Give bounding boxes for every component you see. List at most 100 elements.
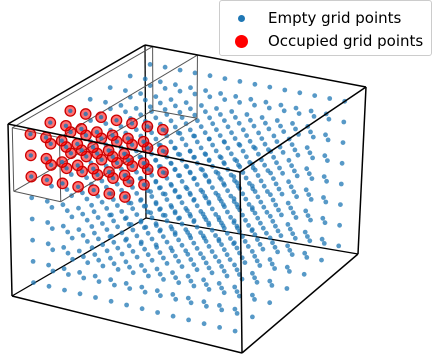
empty-point [225,124,231,130]
empty-point [162,64,168,70]
empty-point [228,151,234,157]
empty-point [210,121,216,127]
empty-point [203,282,209,287]
empty-point [339,160,345,166]
empty-point [290,121,295,126]
empty-point [338,181,344,187]
empty-point [96,257,102,263]
empty-point [115,224,120,230]
box-edge [357,86,367,255]
empty-point [250,270,255,276]
empty-point [219,242,224,248]
empty-point [258,199,264,205]
empty-point [200,167,205,173]
empty-point [290,231,296,237]
empty-point [188,257,194,262]
empty-point [139,284,145,290]
empty-point [191,240,197,246]
empty-point [139,263,144,268]
empty-point [29,195,35,201]
occupied-point-center [95,172,100,177]
empty-point [262,162,267,168]
empty-point [164,239,170,245]
empty-point [284,264,290,270]
occupied-point-center [99,136,104,141]
empty-point [287,247,293,253]
empty-point [104,248,110,254]
empty-point [268,170,273,176]
empty-point [45,241,51,247]
occupied-point-center [114,139,120,144]
empty-point [319,236,325,242]
empty-point [267,213,273,219]
empty-point [92,252,98,257]
empty-point [249,205,255,211]
empty-point [194,203,200,209]
empty-point [307,150,313,156]
empty-point [133,127,139,133]
empty-point [261,183,267,189]
empty-point [49,183,54,189]
empty-point [89,224,95,229]
empty-point [99,199,105,205]
occupied-point-center [63,144,69,150]
empty-point [149,215,155,221]
empty-point [263,120,268,126]
empty-point [92,230,97,236]
empty-point [191,197,197,203]
empty-point [157,79,163,85]
empty-point [234,223,240,229]
empty-point [215,171,221,176]
empty-point [194,267,200,273]
empty-point [123,88,128,93]
occupied-point-center [68,151,74,156]
empty-point [173,253,178,259]
empty-point [80,233,86,238]
empty-point [273,181,279,187]
empty-point [340,140,346,146]
empty-point [286,157,292,163]
occupied-point-center [110,133,115,138]
empty-point [222,76,228,81]
empty-point [312,93,318,98]
empty-point [261,204,267,210]
occupied-point-center [75,141,80,147]
empty-point [198,124,204,130]
empty-point [231,174,237,180]
empty-point [119,251,125,257]
empty-point [232,240,237,246]
empty-point [134,191,140,196]
empty-point [187,148,193,154]
empty-point [162,107,168,112]
empty-point [209,270,215,276]
empty-point [198,251,203,257]
empty-point [142,268,148,274]
empty-point [246,223,252,228]
occupied-point-center [129,142,135,147]
box-edge [7,44,146,125]
empty-point [76,205,81,211]
empty-point [134,233,140,239]
empty-point [206,244,212,249]
empty-point [187,170,193,176]
empty-point [49,226,55,232]
empty-point [243,217,248,223]
empty-point [281,129,287,135]
empty-point [89,202,94,208]
empty-point [302,250,308,256]
occupied-box-edge [152,109,198,119]
occupied-point-center [160,170,166,175]
empty-point [123,237,128,243]
empty-point [185,273,191,279]
empty-point [126,221,132,227]
empty-point [321,241,327,246]
empty-point [138,198,143,203]
box-front-edges [7,44,367,354]
empty-point [170,292,176,297]
occupied-point-center [95,151,100,156]
empty-point [236,293,242,299]
empty-point [267,257,273,262]
empty-point [194,139,200,145]
empty-point [84,175,89,181]
occupied-point-center [60,181,65,186]
